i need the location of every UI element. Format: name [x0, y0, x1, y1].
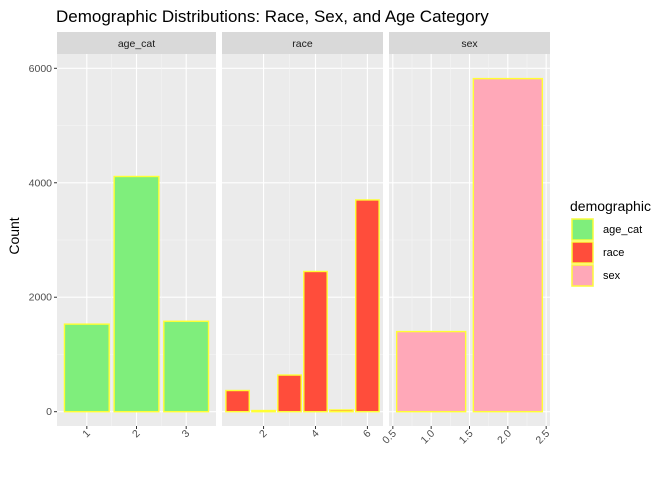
chart-title: Demographic Distributions: Race, Sex, an…: [56, 7, 489, 26]
legend-key-age_cat: [571, 218, 594, 241]
y-axis: 0 2000 4000 6000: [29, 63, 57, 418]
bar-race-4: [303, 270, 328, 413]
legend-label-race: race: [603, 247, 624, 259]
bar-age_cat-3: [163, 320, 210, 413]
x-tick-label: 2: [257, 428, 270, 441]
bar-age_cat-1: [63, 323, 110, 413]
facet-strip-label: sex: [461, 38, 478, 50]
panel-sex: sex 0.5 1.0 1.5 2.0 2.5: [380, 32, 552, 446]
bar-race-6: [355, 199, 380, 413]
x-tick-label: 6: [361, 428, 374, 441]
legend-label-sex: sex: [603, 270, 621, 282]
y-axis-label: Count: [6, 217, 22, 254]
facet-strip: [222, 32, 383, 54]
bar-race-1: [225, 389, 250, 413]
x-tick-label: 2.5: [533, 428, 552, 447]
x-tick-label: 1: [80, 428, 93, 441]
legend-key-sex: [571, 264, 594, 287]
x-tick-label: 0.5: [380, 428, 399, 447]
x-tick-label: 2.0: [495, 428, 514, 447]
y-tick-label: 4000: [29, 177, 53, 189]
facet-strip-label: race: [292, 38, 313, 50]
x-tick-label: 3: [180, 428, 193, 441]
bar-race-2: [251, 409, 276, 413]
bar-race-3: [277, 374, 302, 413]
x-tick-label: 1.5: [457, 428, 476, 447]
x-tick-label: 4: [309, 428, 322, 441]
facet-strip-label: age_cat: [118, 38, 155, 50]
y-tick-label: 2000: [29, 292, 53, 304]
x-tick-label: 1.0: [418, 428, 437, 447]
facet-strip: [389, 32, 550, 54]
bar-race-5: [329, 409, 354, 413]
y-tick-label: 0: [46, 406, 52, 418]
legend-label-age_cat: age_cat: [603, 224, 642, 236]
x-tick-label: 2: [130, 428, 143, 441]
facet-strip: [57, 32, 216, 54]
bar-sex-2: [472, 77, 544, 413]
y-tick-label: 6000: [29, 63, 53, 75]
bar-age_cat-2: [113, 175, 160, 413]
legend-title: demographic: [570, 198, 651, 214]
panel-race: race 2 4 6: [222, 32, 383, 440]
facet-panels: age_cat 1 2 3 race 2 4 6 sex 0.5 1.0 1.5 2.0 2.5: [57, 32, 552, 446]
panel-age_cat: age_cat 1 2 3: [57, 32, 216, 440]
bar-sex-1: [395, 330, 467, 413]
legend-key-race: [571, 241, 594, 264]
